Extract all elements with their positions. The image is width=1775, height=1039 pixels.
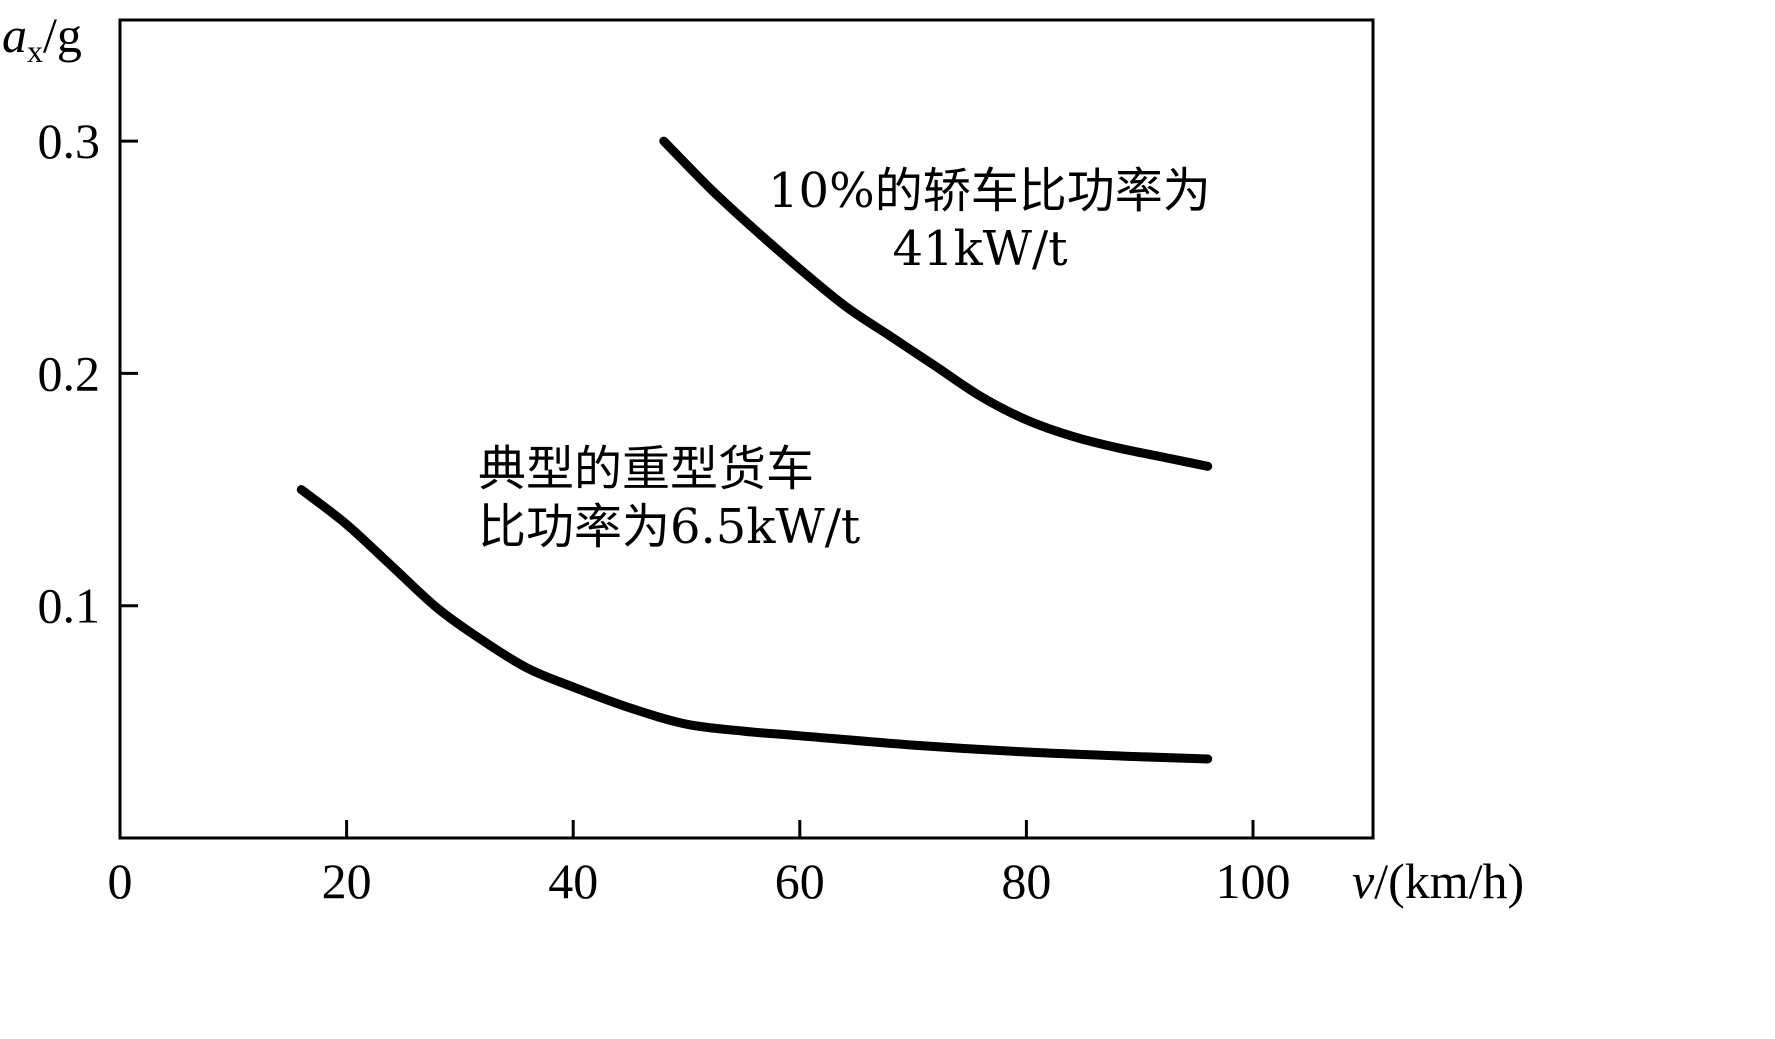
series-line-car	[659, 136, 1213, 471]
annotation-truck: 典型的重型货车 比功率为6.5kW/t	[478, 441, 860, 555]
annotation-car-line-2: 41kW/t	[893, 221, 1068, 277]
annotation-car-line-1: 10%的轿车比功率为	[768, 163, 1211, 219]
annotation-truck-line-1: 典型的重型货车	[478, 441, 814, 497]
annotation-car: 10%的轿车比功率为 41kW/t	[768, 163, 1226, 277]
y-axis-symbol: a	[2, 7, 27, 63]
y-tick-label: 0.3	[38, 113, 101, 169]
x-tick-label: 80	[1001, 853, 1051, 909]
x-tick-label: 20	[322, 853, 372, 909]
x-tick-label: 0	[108, 853, 133, 909]
y-axis-subscript: x	[27, 33, 43, 69]
x-axis-symbol: v	[1352, 853, 1375, 909]
annotation-truck-line-2: 比功率为6.5kW/t	[478, 499, 860, 555]
y-tick-label: 0.1	[38, 578, 101, 634]
plot-frame	[118, 18, 1375, 840]
series-layer	[296, 136, 1213, 764]
y-axis-title: ax/g	[2, 7, 82, 69]
x-axis-unit: /(km/h)	[1374, 853, 1524, 909]
x-tick-label: 40	[548, 853, 598, 909]
y-ticks: 0.1 0.2 0.3	[38, 113, 138, 634]
x-tick-label: 100	[1216, 853, 1291, 909]
x-tick-label: 60	[775, 853, 825, 909]
y-tick-label: 0.2	[38, 345, 101, 401]
y-axis-unit: /g	[43, 7, 82, 63]
x-axis-title: v/(km/h)	[1352, 853, 1524, 909]
series-line-truck	[296, 485, 1213, 764]
x-ticks: 0 20 40 60 80 100	[108, 820, 1291, 909]
